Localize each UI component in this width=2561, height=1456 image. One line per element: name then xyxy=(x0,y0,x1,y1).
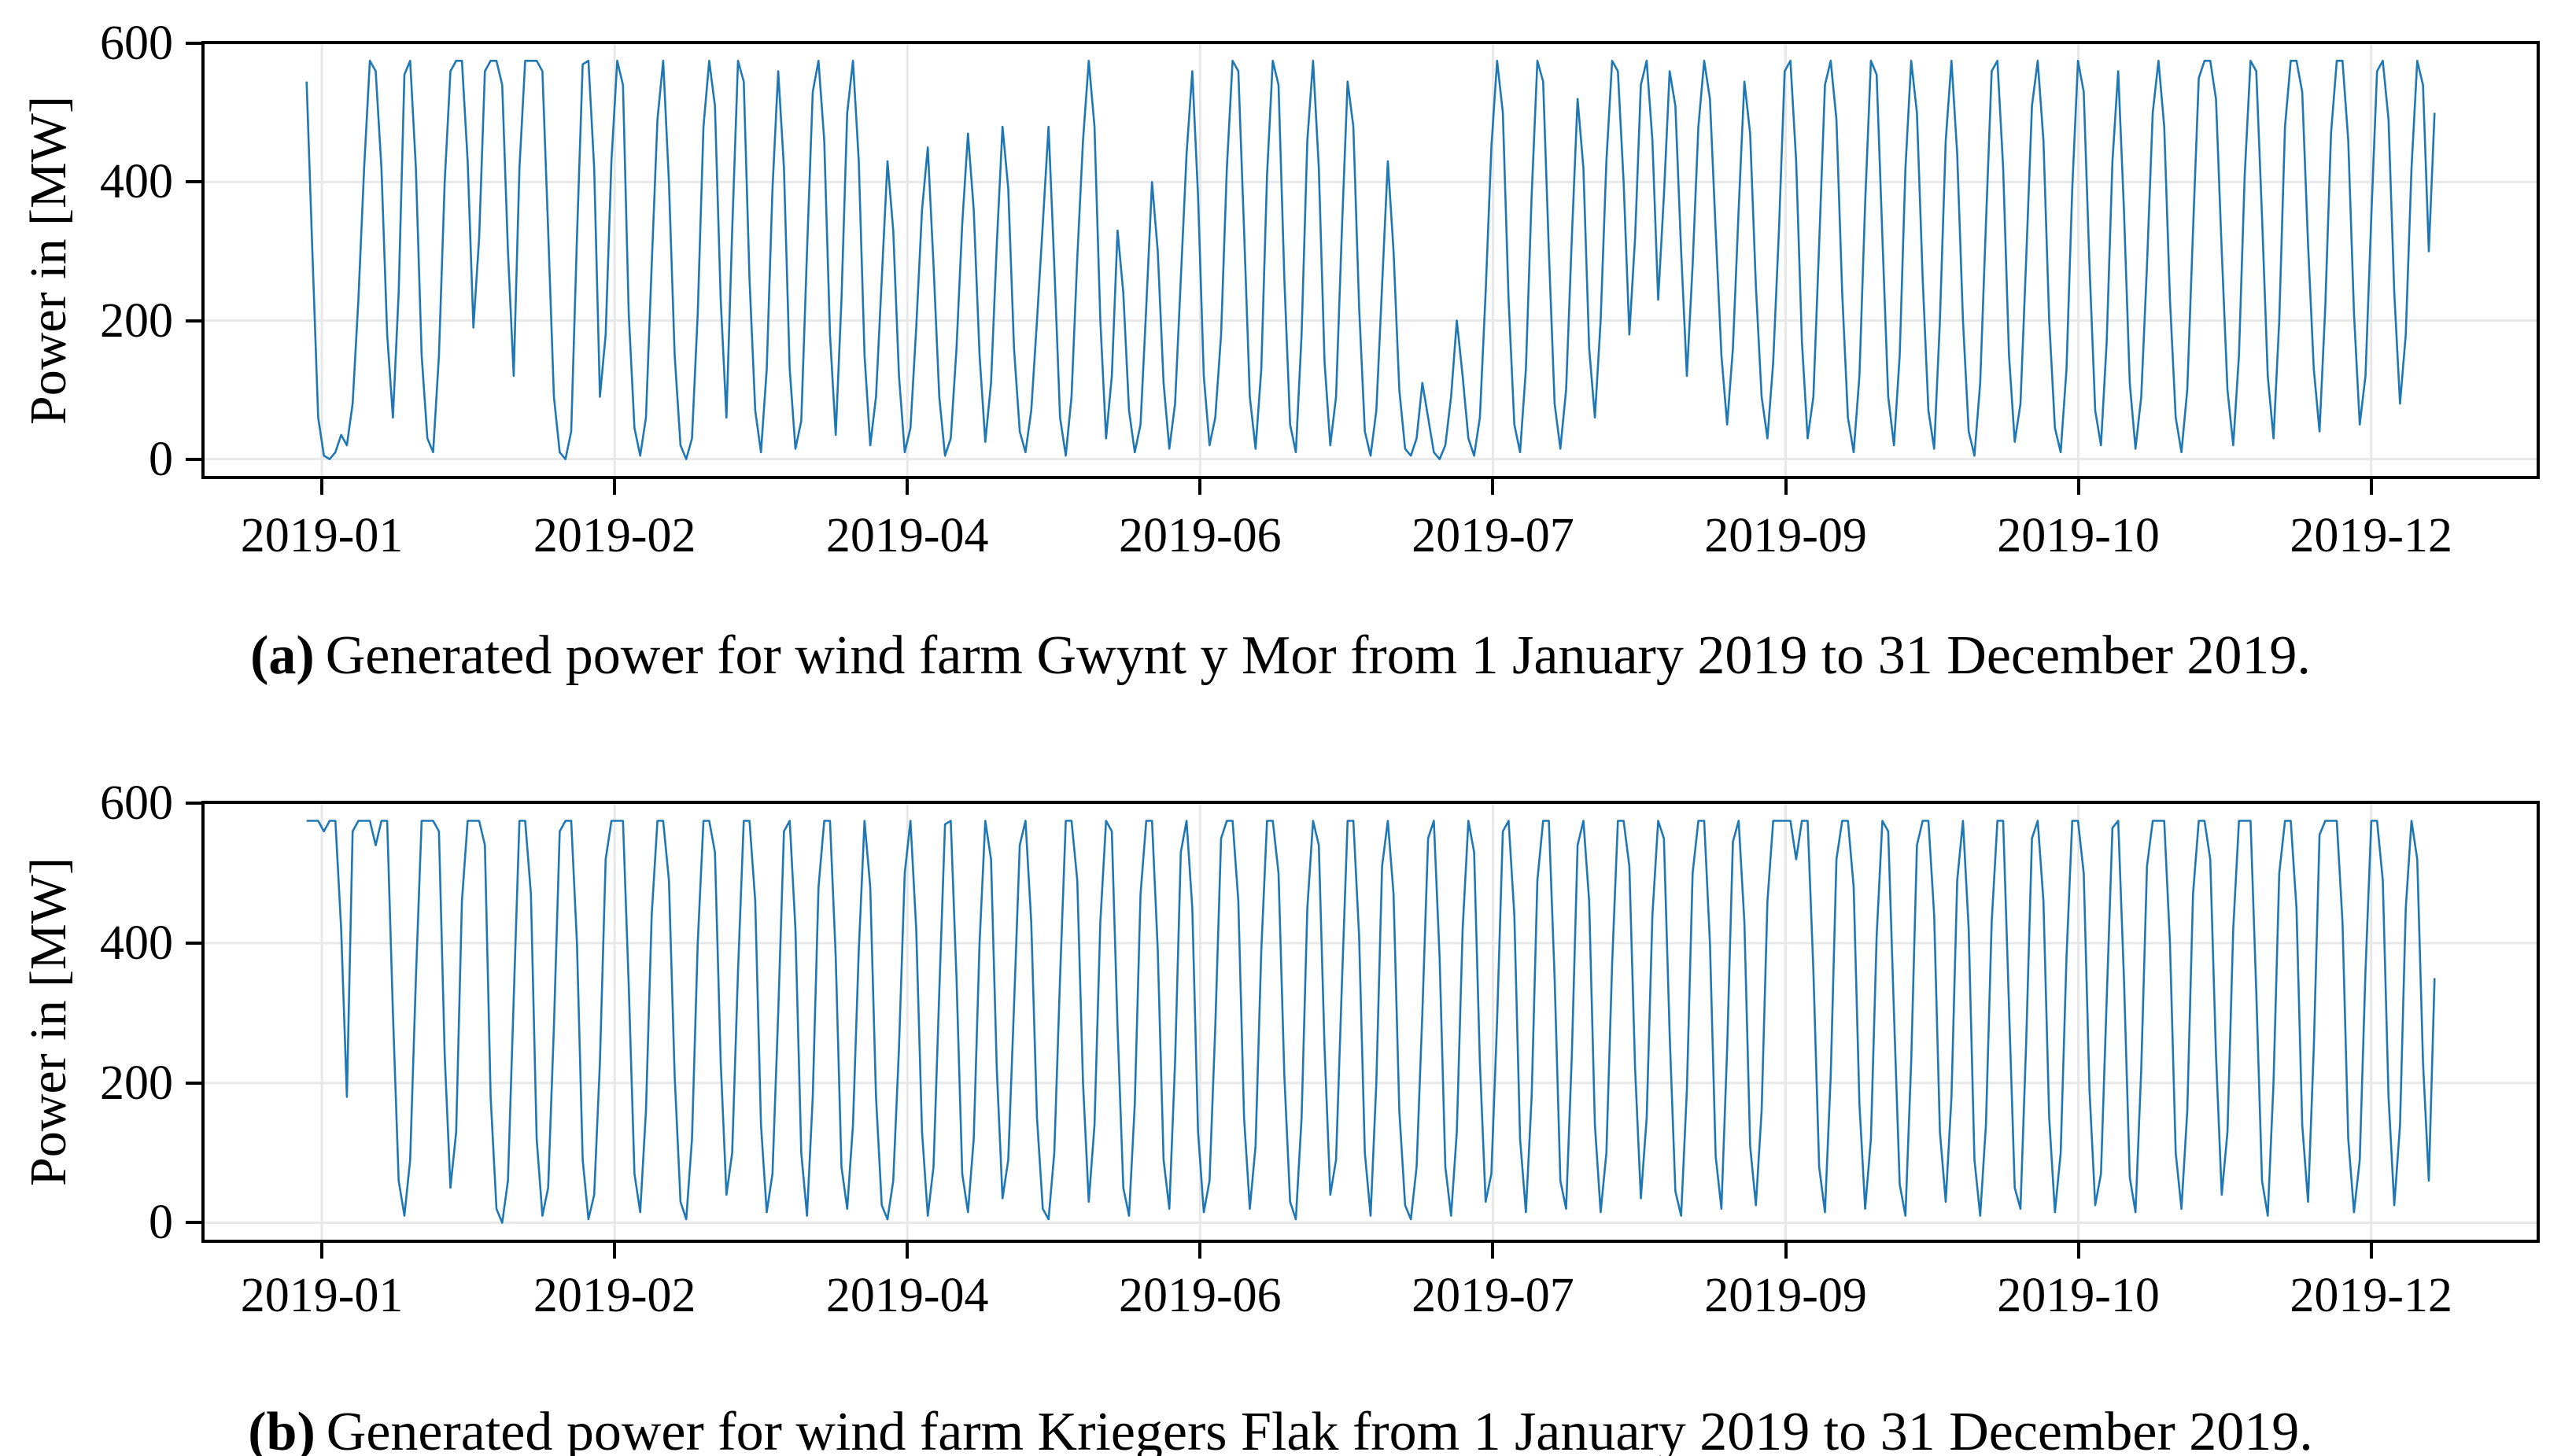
x-tick-label: 2019-01 xyxy=(240,509,404,562)
power-series-line xyxy=(306,820,2436,1224)
y-tick-mark xyxy=(186,457,201,461)
y-tick-label: 600 xyxy=(100,17,173,71)
y-tick-mark xyxy=(186,180,201,184)
x-tick-label: 2019-02 xyxy=(533,1269,696,1322)
x-tick-mark xyxy=(1784,1243,1788,1259)
caption-a-label: (a) xyxy=(250,625,315,686)
x-tick-label: 2019-09 xyxy=(1704,509,1867,562)
x-tick-mark xyxy=(1491,479,1495,495)
x-tick-mark xyxy=(1198,1243,1202,1259)
x-tick-label: 2019-01 xyxy=(240,1269,404,1322)
y-tick-label: 400 xyxy=(100,916,173,971)
y-tick-mark xyxy=(186,1221,201,1225)
x-tick-label: 2019-09 xyxy=(1704,1269,1867,1322)
x-tick-label: 2019-04 xyxy=(825,509,989,562)
x-tick-mark xyxy=(613,479,617,495)
chart-canvas xyxy=(201,801,2540,1243)
x-tick-mark xyxy=(1491,1243,1495,1259)
x-tick-label: 2019-07 xyxy=(1412,509,1574,562)
caption-b-label: (b) xyxy=(248,1402,316,1456)
y-tick-label: 200 xyxy=(100,1056,173,1110)
y-tick-label: 600 xyxy=(100,776,173,831)
x-tick-label: 2019-10 xyxy=(1997,1269,2160,1322)
x-tick-mark xyxy=(2076,479,2080,495)
y-tick-mark xyxy=(186,802,201,805)
y-tick-mark xyxy=(186,42,201,46)
x-tick-label: 2019-02 xyxy=(533,509,696,562)
caption-a: (a) Generated power for wind farm Gwynt y… xyxy=(0,625,2561,687)
y-tick-label: 0 xyxy=(149,432,173,486)
x-tick-label: 2019-07 xyxy=(1412,1269,1574,1322)
x-tick-mark xyxy=(320,1243,324,1259)
x-tick-mark xyxy=(2076,1243,2080,1259)
x-tick-label: 2019-12 xyxy=(2290,509,2453,562)
caption-b: (b) Generated power for wind farm Krieger… xyxy=(0,1402,2561,1456)
x-tick-label: 2019-06 xyxy=(1119,509,1282,562)
x-tick-label: 2019-04 xyxy=(825,1269,989,1322)
x-tick-label: 2019-12 xyxy=(2290,1269,2453,1322)
x-tick-mark xyxy=(1198,479,1202,495)
x-tick-mark xyxy=(906,479,910,495)
y-tick-mark xyxy=(186,1081,201,1085)
y-tick-mark xyxy=(186,942,201,945)
x-tick-label: 2019-10 xyxy=(1997,509,2160,562)
plot-area-a xyxy=(201,41,2540,479)
y-tick-label: 200 xyxy=(100,293,173,348)
x-tick-mark xyxy=(613,1243,617,1259)
plot-area-b xyxy=(201,801,2540,1243)
x-tick-mark xyxy=(2369,1243,2373,1259)
caption-a-text: Generated power for wind farm Gwynt y Mo… xyxy=(325,625,2311,686)
x-tick-label: 2019-06 xyxy=(1119,1269,1282,1322)
y-tick-label: 400 xyxy=(100,155,173,209)
x-tick-mark xyxy=(320,479,324,495)
caption-b-text: Generated power for wind farm Kriegers F… xyxy=(326,1402,2313,1456)
power-series-line xyxy=(305,59,2436,461)
chart-canvas xyxy=(201,41,2540,479)
y-tick-mark xyxy=(186,319,201,323)
x-tick-mark xyxy=(906,1243,910,1259)
y-tick-label: 0 xyxy=(149,1196,173,1250)
x-tick-mark xyxy=(2369,479,2373,495)
x-tick-mark xyxy=(1784,479,1788,495)
